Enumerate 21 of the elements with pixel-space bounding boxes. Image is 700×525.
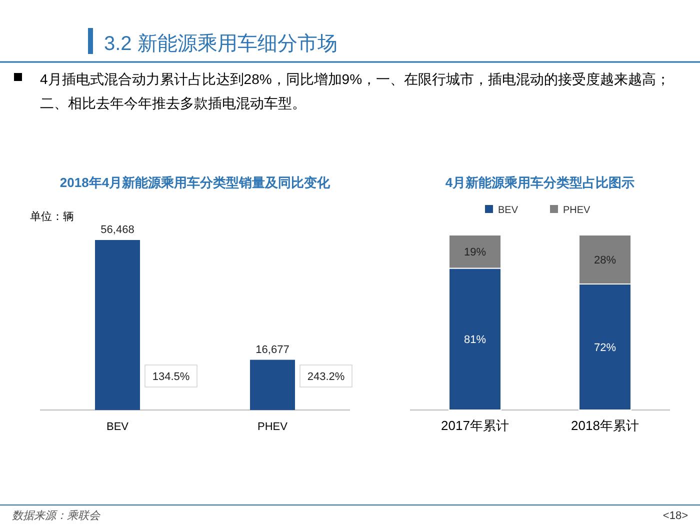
data-label: 56,468 xyxy=(100,224,134,236)
text: 4月插电式混合动力累计占比达到28%，同比增加9%，一、在限行城市，插电混动的接受度越来越高；二、相比去年今年推去多款插电混动车型。 xyxy=(40,70,672,113)
source-note: 数据来源：乘联会 xyxy=(12,509,101,522)
legend-label: BEV xyxy=(498,205,518,216)
legend-label: PHEV xyxy=(563,205,591,216)
text: <18> xyxy=(662,510,688,522)
data-label: 72% xyxy=(594,342,616,354)
data-label: 28% xyxy=(594,254,616,266)
x-tick-label: BEV xyxy=(106,421,130,433)
x-tick-label: 2017年累计 xyxy=(441,418,509,433)
x-tick-label: 2018年累计 xyxy=(571,418,639,433)
annotation: 243.2% xyxy=(307,371,345,383)
annotation: 134.5% xyxy=(152,371,190,383)
data-label: 19% xyxy=(464,246,486,259)
text: 3.2 新能源乘用车细分市场 xyxy=(104,33,338,55)
chart-title: 2018年4月新能源乘用车分类型销量及同比变化 xyxy=(60,175,332,190)
chart-title: 4月新能源乘用车分类型占比图示 xyxy=(445,175,635,190)
data-label: 16,677 xyxy=(256,344,290,356)
y-axis-title: 单位：辆 xyxy=(30,210,74,223)
data-label: 81% xyxy=(464,334,486,346)
x-tick-label: PHEV xyxy=(258,421,288,433)
